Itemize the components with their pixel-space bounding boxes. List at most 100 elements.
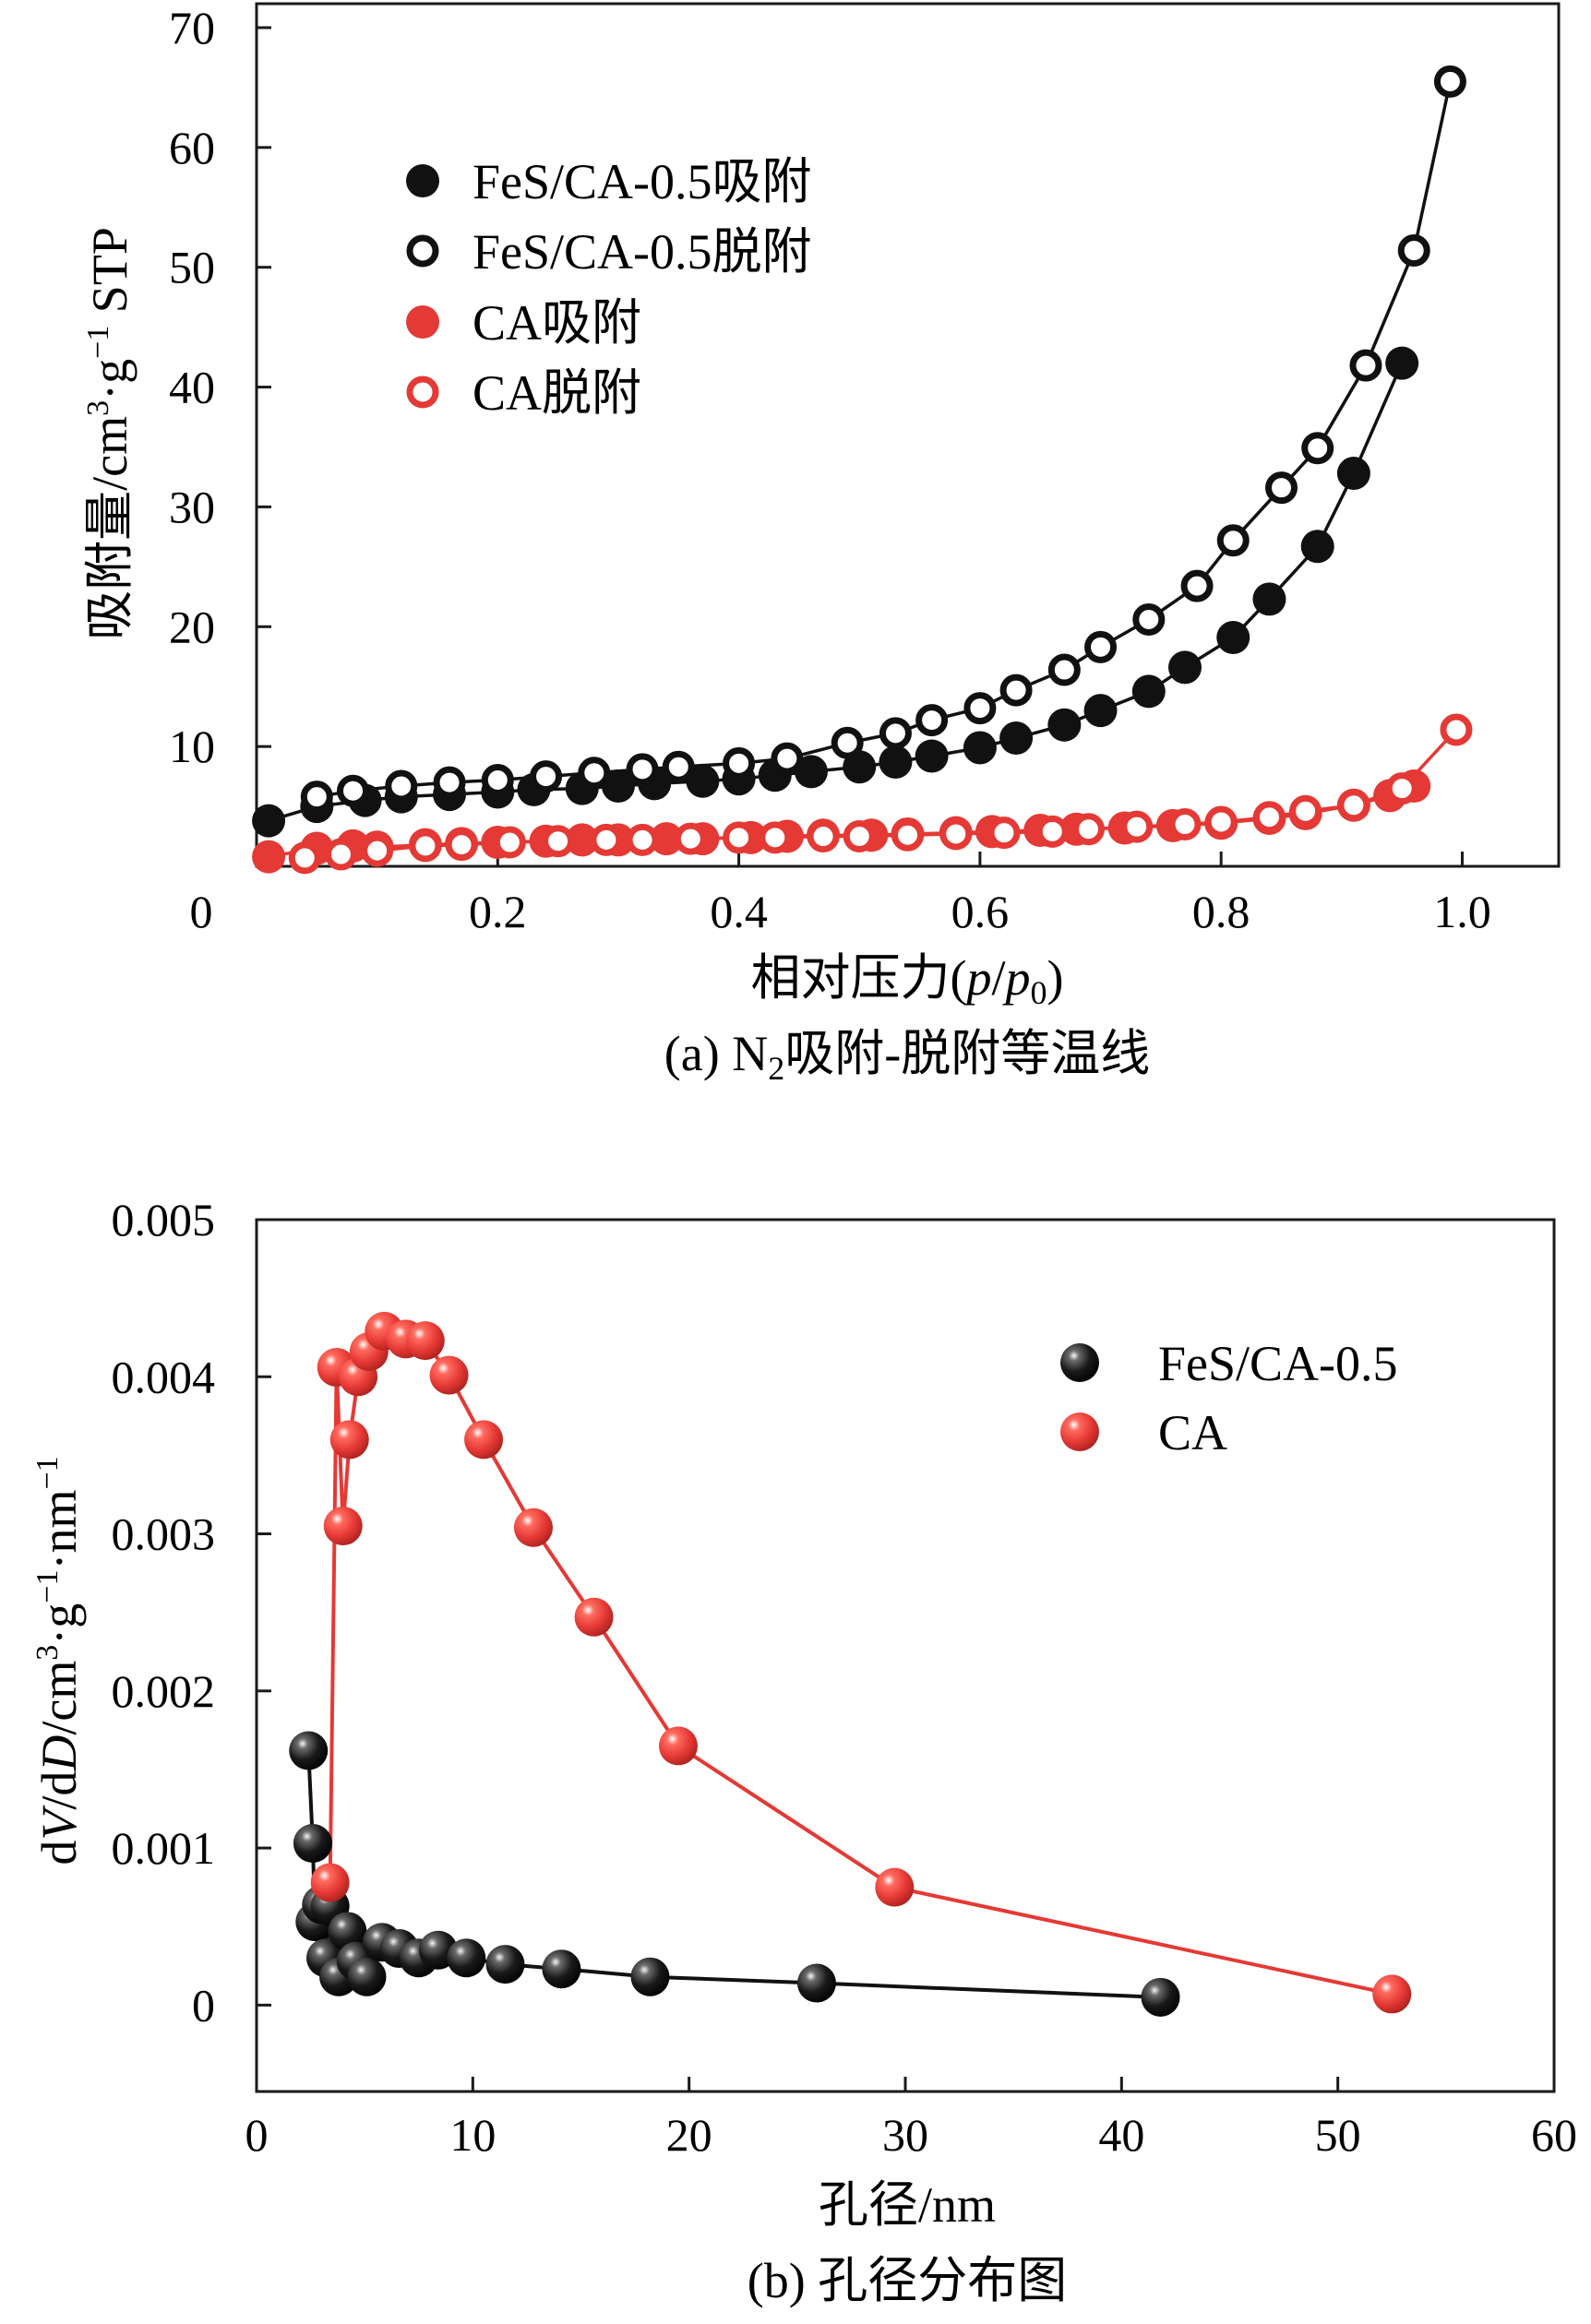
chart-b-caption: (b) 孔径分布图: [748, 2253, 1067, 2308]
point-fes-desorption: [626, 753, 659, 786]
point-fes-desorption: [1047, 653, 1081, 686]
point-fes-desorption: [1265, 471, 1298, 505]
point-ca-desorption: [590, 823, 623, 856]
point-fes-desorption: [1132, 602, 1166, 636]
point-ca: [310, 1863, 350, 1902]
point-fes-adsorption: [1336, 457, 1370, 491]
point-fes: [1141, 1977, 1180, 2017]
point-fes-adsorption: [794, 755, 828, 789]
point-fes-desorption: [831, 726, 864, 759]
point-fes-desorption: [662, 750, 695, 783]
point-fes: [447, 1938, 486, 1978]
point-ca-desorption: [1289, 794, 1322, 828]
point-fes-desorption: [999, 673, 1033, 707]
chart-b-xtick-label: 0: [245, 2109, 269, 2161]
chart-b-ticks: 0 10 20 30 40 50 60 0 0.001 0.002 0.003 0.004 0.005: [112, 1194, 1578, 2161]
point-fes-desorption: [578, 757, 611, 790]
point-ca-desorption: [1385, 772, 1418, 805]
point-fes-desorption: [1084, 630, 1118, 663]
point-ca-desorption: [723, 821, 756, 854]
point-ca-desorption: [891, 818, 924, 852]
chart-a-ytick-label: 70: [169, 2, 215, 54]
chart-a-origin-label: 0: [190, 886, 213, 937]
point-ca-desorption: [987, 816, 1021, 850]
chart-a-legend: FeS/CA-0.5吸附 FeS/CA-0.5脱附 CA吸附 CA脱附: [406, 154, 812, 421]
legend-label-ca-desorption: CA脱附: [473, 365, 641, 421]
chart-a-series: [252, 65, 1473, 875]
point-ca: [323, 1507, 363, 1546]
point-ca-desorption: [1252, 801, 1286, 834]
point-fes-adsorption: [915, 739, 949, 773]
chart-b-ytick-label: 0.005: [112, 1194, 216, 1245]
chart-a-xtick-label: 1.0: [1433, 886, 1491, 937]
chart-a-ytick-label: 40: [169, 362, 215, 413]
point-fes-adsorption: [686, 764, 720, 798]
point-fes: [293, 1823, 332, 1863]
point-ca-desorption: [807, 820, 840, 853]
point-ca: [429, 1355, 469, 1395]
chart-b-xlabel: 孔径/nm: [819, 2177, 996, 2233]
point-fes-desorption: [433, 766, 466, 799]
chart-b-xtick-label: 20: [666, 2109, 712, 2161]
point-fes-desorption: [1301, 432, 1334, 465]
chart-a-ticks: 0.2 0.4 0.6 0.8 1.0 0 10 20 30 40 50 60 70: [169, 2, 1491, 937]
point-ca-desorption: [445, 828, 478, 862]
point-fes-adsorption: [963, 731, 997, 765]
point-ca-adsorption: [565, 823, 599, 857]
chart-a-frame: [255, 2, 1561, 868]
chart-b-xtick-label: 60: [1531, 2109, 1577, 2161]
point-fes-adsorption: [1216, 620, 1250, 654]
chart-b-ytick-label: 0.004: [112, 1351, 216, 1402]
chart-b-ytick-label: 0.002: [112, 1665, 216, 1717]
point-fes-desorption: [1433, 65, 1466, 98]
point-ca-desorption: [626, 823, 659, 856]
point-fes: [347, 1957, 387, 1996]
point-ca: [875, 1867, 915, 1907]
point-ca-desorption: [1337, 789, 1370, 822]
point-ca-desorption: [361, 834, 394, 867]
point-fes-adsorption: [999, 721, 1034, 756]
point-fes-adsorption: [1047, 708, 1082, 742]
chart-a-ytick-label: 10: [169, 721, 215, 772]
chart-b-xtick-label: 10: [449, 2109, 496, 2161]
chart-a-ylabel: 吸附量/cm3·g−1 STP: [81, 227, 138, 640]
point-fes: [630, 1957, 670, 1996]
chart-b-xtick-label: 40: [1098, 2109, 1144, 2161]
point-fes-adsorption: [1300, 530, 1334, 564]
point-fes-adsorption: [1252, 582, 1286, 616]
point-ca-desorption: [493, 826, 526, 859]
point-fes-desorption: [1349, 349, 1382, 382]
point-fes-adsorption: [252, 804, 286, 838]
chart-a-ytick-label: 60: [169, 122, 215, 173]
point-ca-desorption: [759, 821, 792, 854]
legend-label-ca-adsorption: CA吸附: [473, 295, 641, 351]
chart-a: 0.2 0.4 0.6 0.8 1.0 0 10 20 30 40 50 60 70 FeS/CA-0.…: [81, 2, 1561, 1087]
point-fes: [289, 1731, 329, 1770]
point-ca-desorption: [1440, 713, 1473, 746]
point-fes-desorption: [915, 704, 949, 737]
point-ca: [574, 1597, 614, 1637]
legend-label-fes-desorption: FeS/CA-0.5脱附: [473, 224, 812, 280]
chart-b-series: [289, 1311, 1412, 2017]
point-fes-desorption: [337, 774, 370, 807]
point-fes-adsorption: [601, 769, 635, 803]
point-ca-desorption: [1071, 813, 1105, 846]
point-ca: [658, 1726, 698, 1766]
point-fes: [542, 1949, 581, 1989]
point-ca-desorption: [409, 829, 442, 863]
chart-b-ytick-label: 0: [192, 1979, 215, 2031]
legend-label-ca: CA: [1158, 1405, 1227, 1460]
point-fes: [485, 1945, 525, 1984]
point-fes: [796, 1963, 836, 2003]
legend-marker-fes-adsorption: [406, 164, 439, 197]
point-fes-desorption: [481, 764, 514, 796]
point-fes: [328, 1912, 367, 1951]
point-ca: [513, 1508, 553, 1547]
legend-marker-ca-desorption: [406, 375, 439, 409]
point-ca-desorption: [1204, 805, 1238, 839]
point-fes-desorption: [1216, 524, 1250, 557]
chart-a-ytick-label: 30: [169, 481, 215, 532]
chart-a-ytick-label: 50: [169, 242, 215, 293]
point-ca: [464, 1420, 504, 1460]
chart-a-ytick-label: 20: [169, 601, 215, 652]
